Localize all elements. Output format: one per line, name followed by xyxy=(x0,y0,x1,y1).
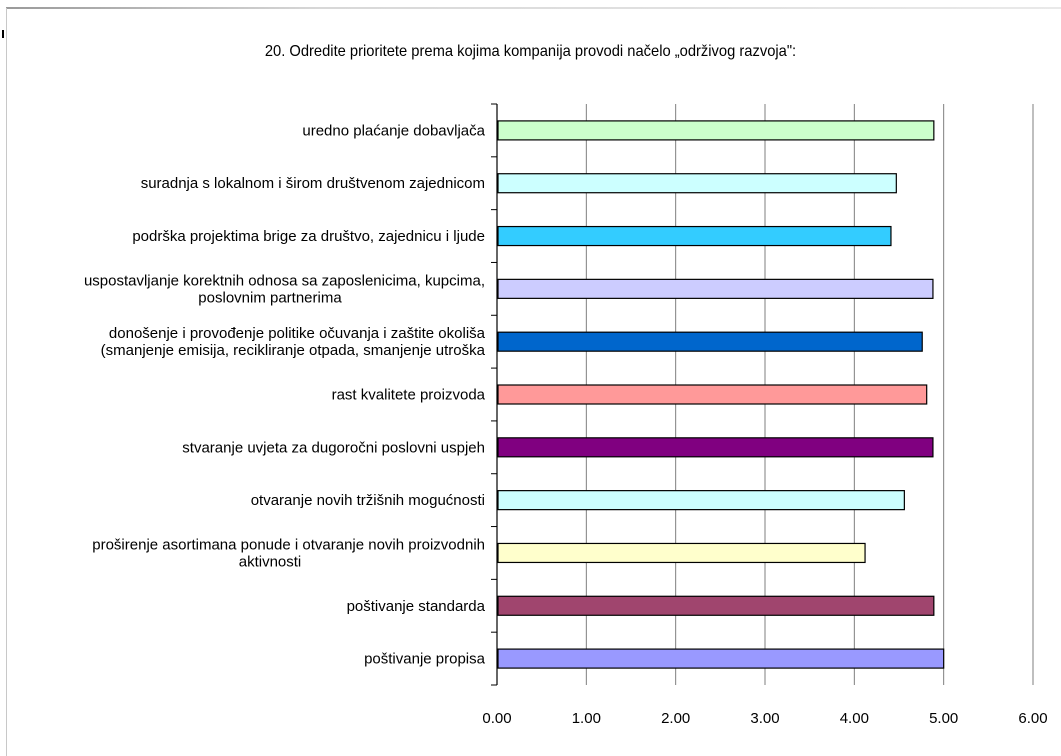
chart-title: 20. Odredite prioritete prema kojima kom… xyxy=(264,43,797,60)
category-label: aktivnosti xyxy=(239,553,302,570)
x-tick-label: 3.00 xyxy=(750,710,779,727)
x-tick-label: 6.00 xyxy=(1018,710,1047,727)
category-label: donošenje i provođenje politike očuvanja… xyxy=(109,325,486,342)
category-label: suradnja s lokalnom i širom društvenom z… xyxy=(141,175,485,192)
category-label: stvaranje uvjeta za dugoročni poslovni u… xyxy=(182,439,485,456)
category-label: poštivanje propisa xyxy=(364,651,486,668)
window-top-border xyxy=(6,7,1061,9)
category-label: uredno plaćanje dobavljača xyxy=(302,122,485,139)
x-tick-label: 2.00 xyxy=(661,710,690,727)
bar xyxy=(497,490,905,511)
bar xyxy=(497,595,935,616)
category-label: (smanjenje emisija, recikliranje otpada,… xyxy=(101,342,486,359)
x-tick-label: 0.00 xyxy=(482,710,511,727)
x-tick-label: 5.00 xyxy=(929,710,958,727)
bar xyxy=(497,120,935,141)
x-tick-label: 4.00 xyxy=(840,710,869,727)
bar xyxy=(497,542,866,564)
category-label: otvaranje novih tržišnih mogućnosti xyxy=(251,492,485,509)
category-label: poštivanje standarda xyxy=(347,598,486,615)
edge-marker xyxy=(2,30,4,38)
bar xyxy=(497,331,923,352)
bar xyxy=(497,648,945,669)
category-label: uspostavljanje korektnih odnosa sa zapos… xyxy=(84,272,485,289)
category-label: proširenje asortimana ponude i otvaranje… xyxy=(92,536,485,553)
bar xyxy=(497,225,892,247)
bar xyxy=(497,384,928,405)
category-label: rast kvalitete proizvoda xyxy=(332,387,486,404)
bar xyxy=(497,173,897,194)
x-tick-label: 1.00 xyxy=(572,710,601,727)
bar xyxy=(497,278,934,299)
bar xyxy=(497,437,934,458)
window-left-border xyxy=(6,8,7,756)
category-label: poslovnim partnerima xyxy=(198,289,342,306)
category-label: podrška projektima brige za društvo, zaj… xyxy=(132,228,485,245)
